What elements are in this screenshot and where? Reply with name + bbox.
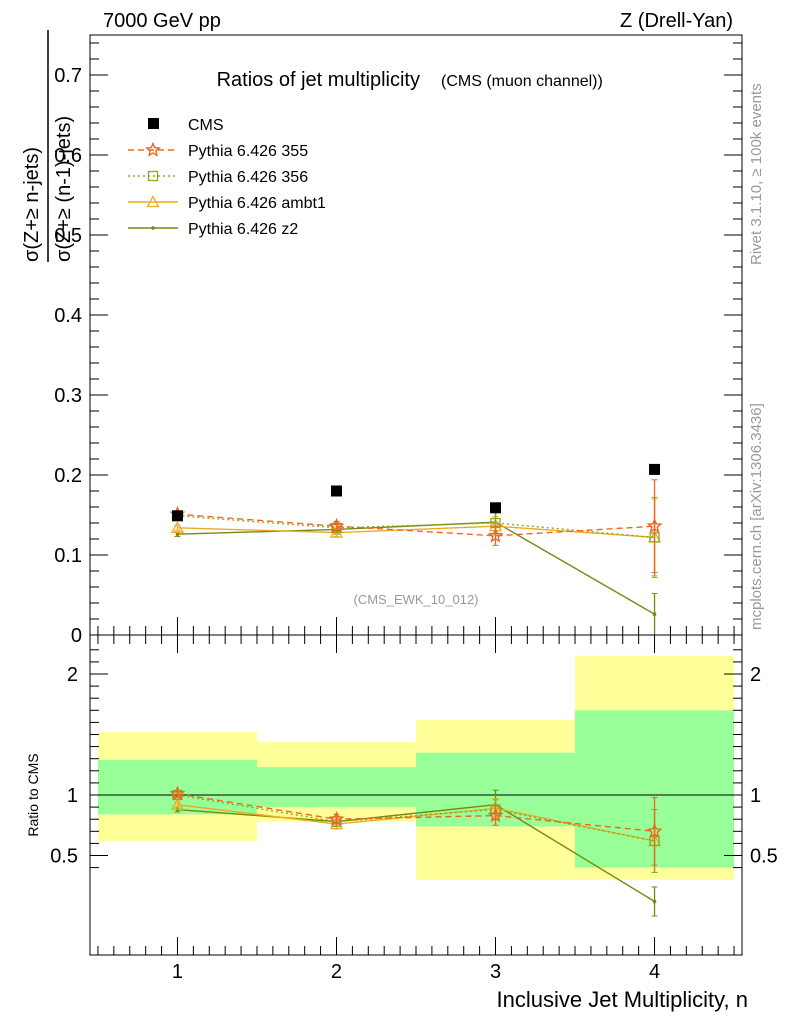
ratio-point	[328, 810, 345, 826]
ratio-y-tick-label-left: 0.5	[50, 846, 78, 868]
ratio-series-group	[169, 785, 663, 917]
analysis-tag: (CMS_EWK_10_012)	[354, 592, 479, 607]
series-pythia-6-426-356	[172, 496, 660, 578]
ratio-plot: 0.5 0.5 1 1 2 2 1 2 3 4 Ratio to CMS	[25, 634, 778, 983]
main-y-tick-label: 0.7	[54, 65, 82, 87]
header-left: 7000 GeV pp	[103, 10, 221, 32]
ratio-line	[177, 803, 655, 903]
series-point	[175, 532, 180, 536]
ratio-point	[169, 785, 186, 801]
series-point	[328, 517, 345, 533]
ratio-y-tick-label-left: 1	[67, 785, 78, 807]
ylabel-denominator: σ(Z+≥ (n-1)-jets)	[53, 116, 75, 262]
header-right: Z (Drell-Yan)	[620, 10, 733, 32]
x-tick-label: 4	[649, 961, 660, 983]
legend-cms-label: CMS	[188, 117, 224, 134]
main-y-tick-label: 0.6	[54, 145, 82, 167]
main-y-tick-label: 0.3	[54, 385, 82, 407]
ratio-line	[177, 793, 655, 832]
series-point	[646, 517, 663, 534]
chart-title: Ratios of jet multiplicity	[217, 69, 420, 91]
legend-label: Pythia 6.426 ambt1	[188, 195, 326, 212]
main-y-tick-label: 0.2	[54, 465, 82, 487]
x-tick-label: 3	[490, 961, 501, 983]
ratio-y-axis: 0.5 0.5 1 1 2 2	[50, 649, 778, 869]
x-tick-label: 1	[172, 961, 183, 983]
ratio-point	[652, 899, 657, 904]
ratio-bands	[97, 655, 735, 880]
main-y-axis: 0 0.1 0.2 0.3 0.4 0.5 0.6 0.7	[54, 42, 742, 647]
legend-marker	[151, 226, 155, 230]
legend-label: Pythia 6.426 356	[188, 169, 308, 186]
ratio-line	[177, 794, 655, 842]
main-series-group	[169, 463, 663, 636]
legend-label: Pythia 6.426 355	[188, 143, 308, 160]
cms-data-point	[330, 485, 342, 497]
series-line	[177, 525, 655, 539]
ratio-point	[646, 823, 663, 839]
series-line	[177, 521, 655, 615]
x-tick-label: 2	[331, 961, 342, 983]
cms-data-point	[171, 510, 183, 522]
series-point	[487, 527, 504, 543]
chart-subtitle: (CMS (muon channel))	[441, 73, 603, 90]
cms-data-point	[649, 463, 661, 475]
legend-marker	[147, 170, 159, 182]
ratio-point	[170, 797, 185, 810]
series-point	[170, 520, 185, 533]
legend-cms-marker	[148, 118, 159, 129]
legend-label: Pythia 6.426 z2	[188, 221, 298, 238]
series-pythia-6-426-ambt1	[170, 498, 662, 577]
ratio-x-axis: 1 2 3 4	[97, 635, 735, 983]
site-label: mcplots.cern.ch [arXiv:1306.3436]	[748, 403, 765, 630]
legend: CMS Pythia 6.426 355 Pythia 6.426 356 Pythi…	[128, 117, 326, 238]
legend-marker	[145, 141, 161, 157]
ratio-point	[487, 807, 504, 823]
legend-marker	[146, 195, 160, 208]
main-y-tick-label: 0.4	[54, 305, 82, 327]
ratio-series-pythia-6-426-355	[169, 785, 663, 866]
main-y-tick-label: 0.5	[54, 225, 82, 247]
ratio-y-tick-label-right: 1	[750, 785, 761, 807]
main-y-tick-label: 0	[71, 625, 82, 647]
ylabel-numerator: σ(Z+≥ n-jets)	[21, 147, 43, 262]
rivet-label: Rivet 3.1.10, ≥ 100k events	[748, 83, 765, 265]
cms-data-point	[490, 502, 502, 514]
ratio-y-tick-label-left: 2	[67, 664, 78, 686]
main-y-tick-label: 0.1	[54, 545, 82, 567]
main-x-axis	[97, 617, 735, 635]
x-axis-label: Inclusive Jet Multiplicity, n	[497, 987, 748, 1012]
ratio-y-tick-label-right: 2	[750, 664, 761, 686]
ratio-ylabel: Ratio to CMS	[25, 753, 41, 836]
main-plot: 0 0.1 0.2 0.3 0.4 0.5 0.6 0.7 Ratios of jet mul…	[54, 34, 743, 647]
ratio-band-green	[256, 767, 416, 808]
series-point	[652, 612, 657, 616]
ratio-y-tick-label-right: 0.5	[750, 846, 778, 868]
